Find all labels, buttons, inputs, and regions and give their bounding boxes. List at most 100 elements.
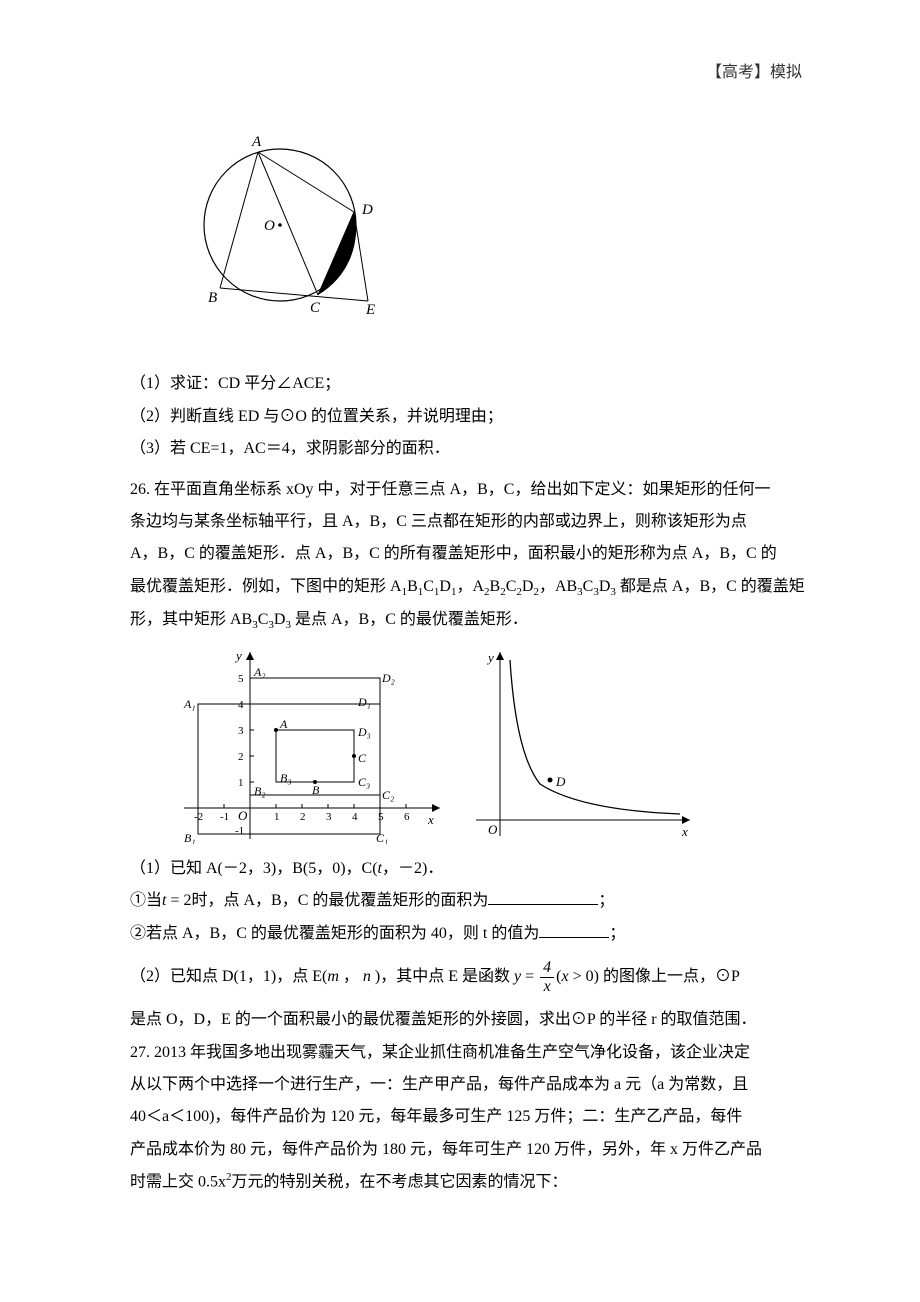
q26-p1q2-b: ； (609, 925, 625, 942)
svg-text:D₃: D₃ (357, 725, 371, 739)
q26-p1-a: （1）已知 A(－2，3)，B(5，0)，C( (130, 860, 378, 877)
blank-1 (488, 888, 598, 906)
fraction: 4x (540, 959, 554, 995)
q26-p2-c: 的图像上一点，⊙P (599, 968, 740, 985)
sub-b3a: 3 (577, 586, 583, 598)
svg-text:-1: -1 (235, 825, 244, 837)
q26-p1q2-a: ②若点 A，B，C 的最优覆盖矩形的面积为 40，则 t 的值为 (130, 925, 539, 942)
svg-text:D: D (555, 774, 566, 789)
gt-0: > 0) (569, 968, 599, 985)
q26-l4-d: 都是点 A，B，C 的覆盖矩 (616, 578, 805, 595)
svg-text:2: 2 (300, 811, 306, 823)
sub-c2: 2 (516, 586, 522, 598)
svg-text:A₂: A₂ (253, 665, 266, 679)
q26-intro-l4: 最优覆盖矩形．例如，下图中的矩形 A1B1C1D1，A2B2C2D2，AB3C3… (130, 572, 810, 603)
svg-text:A₁: A₁ (183, 697, 196, 711)
svg-text:C₃: C₃ (358, 775, 370, 789)
svg-text:-1: -1 (220, 811, 229, 823)
sub-c1: 1 (434, 586, 440, 598)
svg-text:-2: -2 (194, 811, 203, 823)
svg-text:B: B (208, 290, 217, 306)
svg-text:C₂: C₂ (382, 788, 394, 802)
sub-b1: 1 (418, 586, 424, 598)
svg-text:C: C (310, 300, 321, 316)
q26-parts: （1）已知 A(－2，3)，B(5，0)，C(t，－2)． ①当t = 2时，点… (130, 854, 810, 1036)
sub-1: 1 (402, 586, 408, 598)
q26-p1q1-a: ①当 (130, 892, 162, 909)
q26-l5-a: 形，其中矩形 AB (130, 611, 252, 628)
svg-text:A: A (251, 134, 262, 150)
q26-intro-l5: 形，其中矩形 AB3C3D3 是点 A，B，C 的最优覆盖矩形． (130, 605, 810, 636)
q26-p1q1-c: ； (598, 892, 614, 909)
sub-b2: 2 (500, 586, 506, 598)
q26-part1-q1: ①当t = 2时，点 A，B，C 的最优覆盖矩形的面积为； (130, 886, 810, 916)
svg-text:B₂: B₂ (254, 784, 266, 798)
q26-l5-b: 是点 A，B，C 的最优覆盖矩形． (291, 611, 528, 628)
svg-text:D₁: D₁ (357, 695, 371, 709)
q26-l4-b: ，A (456, 578, 484, 595)
q25-subquestions: （1）求证：CD 平分∠ACE； （2）判断直线 ED 与⊙O 的位置关系，并说… (130, 369, 810, 464)
svg-text:O: O (488, 822, 498, 837)
svg-text:B: B (312, 783, 320, 797)
svg-text:D₂: D₂ (381, 671, 395, 685)
frac-num: 4 (540, 959, 554, 978)
svg-text:E: E (365, 302, 375, 318)
svg-text:4: 4 (238, 699, 244, 711)
q27-l2: 从以下两个中选择一个进行生产，一：生产甲产品，每件产品成本为 a 元（a 为常数… (130, 1070, 810, 1100)
svg-text:O: O (238, 808, 248, 823)
q26: 26. 在平面直角坐标系 xOy 中，对于任意三点 A，B，C，给出如下定义：如… (130, 475, 810, 636)
svg-text:B₁: B₁ (184, 831, 196, 844)
svg-text:y: y (486, 650, 494, 665)
q26-part1-intro: （1）已知 A(－2，3)，B(5，0)，C(t，－2)． (130, 854, 810, 884)
q25-sub2: （2）判断直线 ED 与⊙O 的位置关系，并说明理由； (130, 402, 810, 432)
svg-text:D: D (361, 202, 373, 218)
var-n: n (359, 968, 371, 985)
svg-text:4: 4 (352, 811, 358, 823)
q27-l4: 产品成本价为 80 元，每件产品价为 180 元，每年可生产 120 万件，另外… (130, 1135, 810, 1165)
q27-l5-b: 万元的特别关税，在不考虑其它因素的情况下： (232, 1174, 568, 1191)
q26-p2-b: )，其中点 E 是函数 (371, 968, 514, 985)
sub-c3a: 3 (593, 586, 599, 598)
q26-part1-q2: ②若点 A，B，C 的最优覆盖矩形的面积为 40，则 t 的值为 ； (130, 919, 810, 949)
svg-text:C₁: C₁ (376, 831, 388, 844)
page-header: 【高考】模拟 (706, 58, 802, 88)
svg-text:x: x (681, 824, 688, 839)
curve-diagram: Ox y D (470, 644, 700, 844)
circle-geometry-diagram: A B C D E O (180, 130, 810, 341)
svg-text:x: x (427, 812, 434, 827)
q26-part2-l1: （2）已知点 D(1，1)，点 E(m ， n )，其中点 E 是函数 y = … (130, 959, 810, 995)
q26-p1-end: ，－2)． (382, 860, 443, 877)
coordinate-diagrams: -2 -1 1 2 3 4 5 6 1 2 3 4 5 -1 Ox y A B C A₁ B₁ C₁ D₁ A₂… (180, 644, 810, 844)
q27-l3: 40＜a＜100)，每件产品价为 120 元，每年最多可生产 125 万件；二：… (130, 1102, 810, 1132)
svg-text:1: 1 (274, 811, 280, 823)
svg-text:6: 6 (404, 811, 410, 823)
svg-text:y: y (234, 648, 242, 663)
q27-l1: 27. 2013 年我国多地出现雾霾天气，某企业抓住商机准备生产空气净化设备，该… (130, 1038, 810, 1068)
eq-sign: = (521, 968, 538, 985)
q27-l5-a: 时需上交 0.5x (130, 1174, 226, 1191)
blank-2 (539, 920, 609, 938)
svg-text:O: O (264, 218, 275, 234)
sub-a2: 2 (484, 586, 490, 598)
svg-text:3: 3 (238, 725, 244, 737)
svg-text:B₃: B₃ (280, 771, 292, 785)
svg-text:2: 2 (238, 751, 244, 763)
q26-part2-l2: 是点 O，D，E 的一个面积最小的最优覆盖矩形的外接圆，求出⊙P 的半径 r 的… (130, 1005, 810, 1035)
q26-p2-a: （2）已知点 D(1，1)，点 E( (130, 968, 327, 985)
sub-c3b: 3 (268, 619, 274, 631)
q26-l4-a: 最优覆盖矩形．例如，下图中的矩形 A (130, 578, 402, 595)
svg-text:3: 3 (326, 811, 332, 823)
sub-b3b: 3 (252, 619, 258, 631)
q25-sub1: （1）求证：CD 平分∠ACE； (130, 369, 810, 399)
svg-text:1: 1 (238, 777, 244, 789)
svg-text:5: 5 (238, 673, 244, 685)
var-m: m (327, 968, 339, 985)
q26-p1q1-b: = 2时，点 A，B，C 的最优覆盖矩形的面积为 (166, 892, 488, 909)
q26-intro-l2: 条边均与某条坐标轴平行，且 A，B，C 三点都在矩形的内部或边界上，则称该矩形为… (130, 507, 810, 537)
q26-intro-l1: 26. 在平面直角坐标系 xOy 中，对于任意三点 A，B，C，给出如下定义：如… (130, 475, 810, 505)
svg-text:A: A (279, 717, 288, 731)
svg-text:C: C (358, 751, 367, 765)
grid-diagram: -2 -1 1 2 3 4 5 6 1 2 3 4 5 -1 Ox y A B C A₁ B₁ C₁ D₁ A₂… (180, 644, 460, 844)
q27: 27. 2013 年我国多地出现雾霾天气，某企业抓住商机准备生产空气净化设备，该… (130, 1038, 810, 1198)
svg-text:5: 5 (378, 811, 384, 823)
